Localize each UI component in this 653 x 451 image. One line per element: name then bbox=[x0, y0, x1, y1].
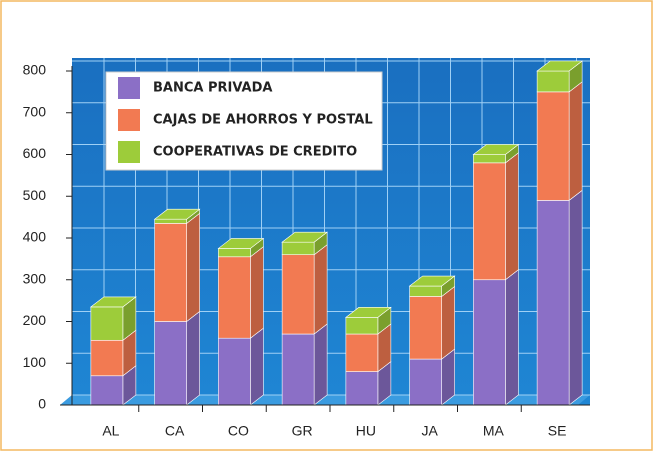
bar-top bbox=[281, 231, 329, 243]
bar-side bbox=[186, 310, 200, 406]
bar-side bbox=[505, 152, 519, 281]
bar-top bbox=[472, 144, 520, 155]
bar-segment bbox=[218, 248, 251, 258]
bar-side bbox=[313, 323, 328, 406]
bar-segment bbox=[473, 279, 506, 406]
bar-side bbox=[250, 327, 264, 406]
y-tick-label: 100 bbox=[23, 354, 47, 370]
bar-segment bbox=[536, 70, 570, 93]
bar-segment bbox=[154, 223, 187, 322]
legend-label: BANCA PRIVADA bbox=[153, 81, 272, 96]
x-tick-label: CO bbox=[228, 423, 249, 439]
bar-top bbox=[217, 238, 265, 249]
bar-side bbox=[186, 212, 200, 323]
legend bbox=[105, 71, 383, 171]
y-tick-label: 500 bbox=[23, 187, 47, 203]
x-tick-label: MA bbox=[483, 423, 505, 439]
bar-side bbox=[568, 189, 583, 406]
bar-segment bbox=[473, 154, 506, 164]
y-tick-label: 800 bbox=[23, 62, 47, 78]
y-tick-label: 400 bbox=[23, 229, 47, 245]
bar-side bbox=[313, 244, 328, 335]
bar-segment bbox=[409, 285, 442, 297]
bar-side bbox=[250, 246, 264, 339]
bar-top bbox=[344, 307, 392, 318]
bar-segment bbox=[409, 358, 442, 406]
x-tick-label: GR bbox=[292, 423, 313, 439]
legend-label: CAJAS DE AHORROS Y POSTAL bbox=[153, 113, 373, 128]
y-tick-label: 700 bbox=[23, 103, 47, 119]
bar-segment bbox=[90, 375, 124, 406]
y-tick-label: 200 bbox=[23, 312, 47, 328]
bar-side bbox=[441, 285, 455, 360]
bar-segment bbox=[154, 218, 187, 224]
bar-top bbox=[536, 60, 584, 72]
x-tick-label: SE bbox=[548, 423, 567, 439]
bar-segment bbox=[218, 337, 251, 406]
y-tick-label: 600 bbox=[23, 145, 47, 161]
bar-segment bbox=[473, 162, 506, 281]
legend-swatch bbox=[118, 109, 140, 131]
bar-segment bbox=[409, 296, 442, 360]
bar-top bbox=[89, 296, 137, 308]
x-tick-label: HU bbox=[356, 423, 376, 439]
bar-segment bbox=[90, 339, 124, 377]
legend-swatch bbox=[118, 141, 140, 163]
bar-segment bbox=[345, 333, 379, 372]
bar-segment bbox=[281, 254, 315, 335]
bar-segment bbox=[281, 333, 315, 406]
bar-segment bbox=[154, 321, 187, 406]
x-tick-label: CA bbox=[165, 423, 185, 439]
bar-segment bbox=[218, 256, 251, 339]
bar-segment bbox=[536, 91, 570, 201]
bar-segment bbox=[345, 371, 379, 406]
x-tick-label: AL bbox=[102, 423, 119, 439]
legend-label: COOPERATIVAS DE CREDITO bbox=[153, 145, 357, 160]
y-tick-label: 0 bbox=[38, 396, 46, 412]
bar-side bbox=[568, 81, 583, 202]
bar-side bbox=[505, 269, 519, 406]
bar-segment bbox=[345, 317, 379, 335]
bar-segment bbox=[281, 241, 315, 256]
bar-segment bbox=[90, 306, 124, 341]
bar-top bbox=[408, 275, 456, 287]
bar-segment bbox=[536, 200, 570, 406]
x-tick-label: JA bbox=[421, 423, 438, 439]
bar-top bbox=[153, 208, 201, 220]
legend-swatch bbox=[118, 77, 140, 99]
y-tick-label: 300 bbox=[23, 270, 47, 286]
